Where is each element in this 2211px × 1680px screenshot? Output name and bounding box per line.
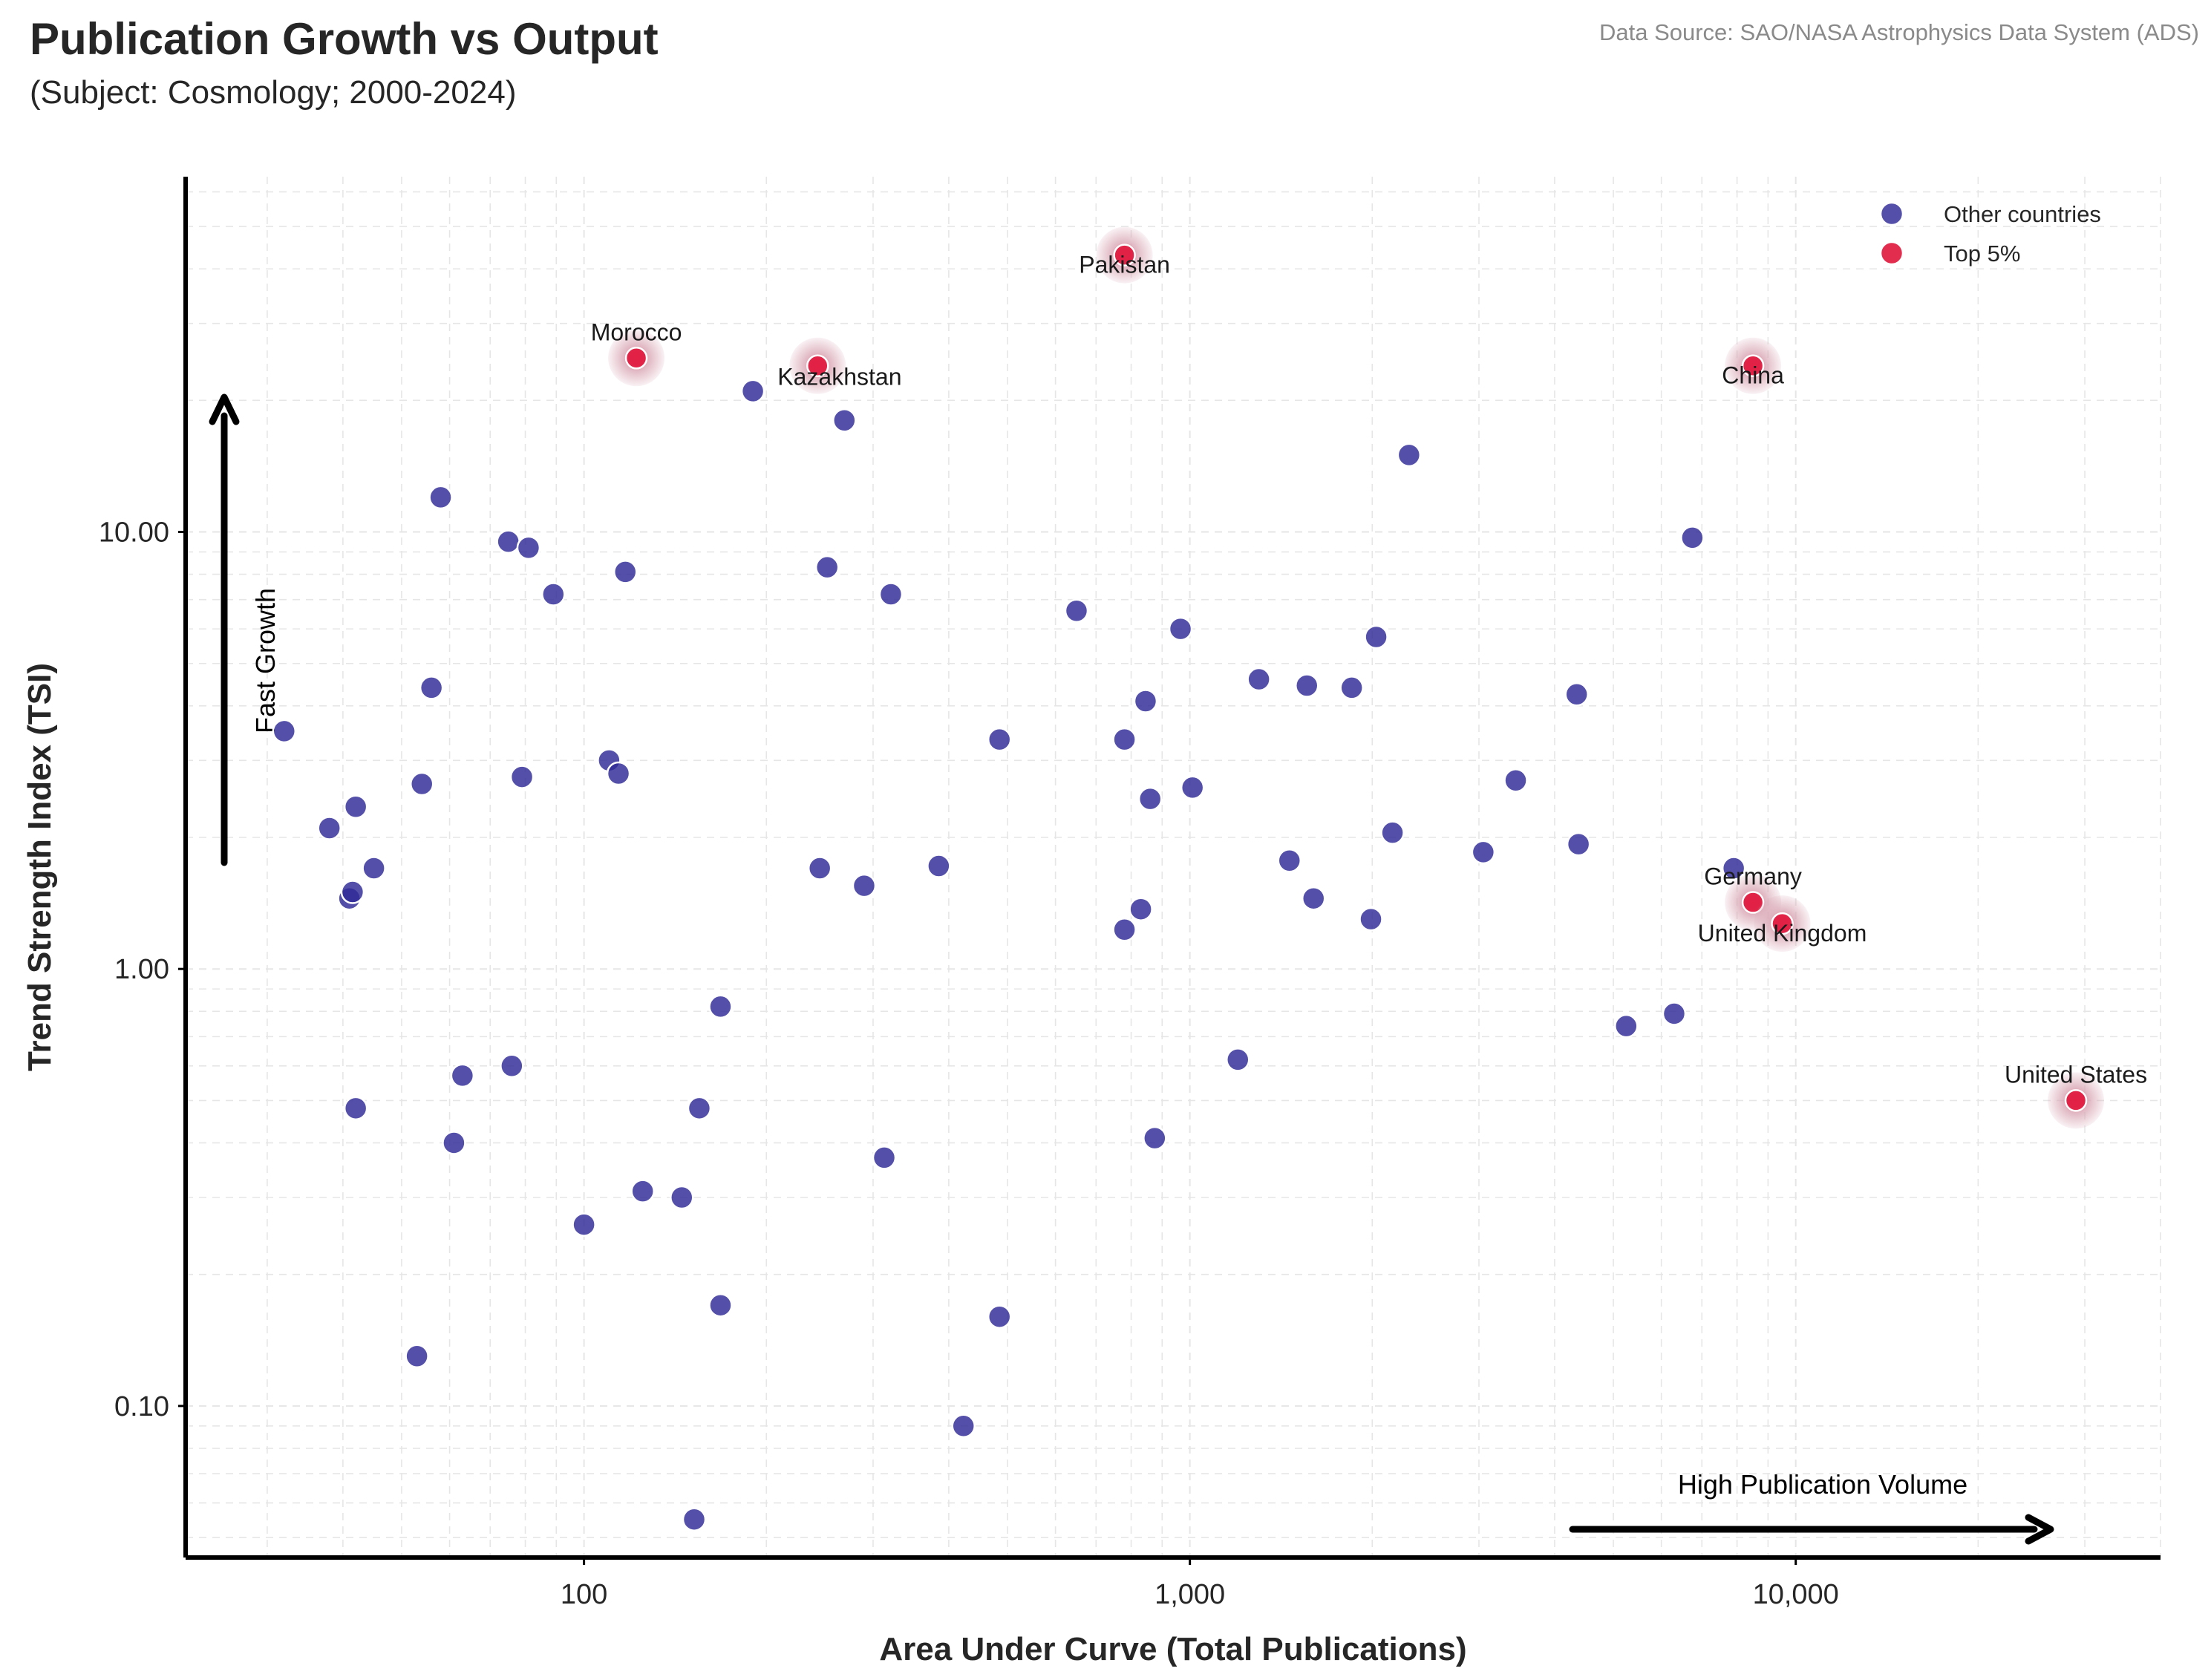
point-label: Pakistan	[1079, 252, 1170, 278]
point-label: Germany	[1704, 863, 1802, 890]
x-tick-label: 100	[561, 1579, 607, 1610]
data-point-other	[362, 856, 386, 880]
data-point-other	[340, 880, 365, 904]
data-point-other	[606, 761, 631, 786]
data-point-other	[1137, 786, 1163, 811]
data-point-other	[343, 1096, 368, 1121]
data-point-other	[1277, 848, 1302, 873]
x-axis-label: Area Under Curve (Total Publications)	[879, 1631, 1466, 1667]
high-volume-arrowhead	[2025, 1514, 2054, 1545]
data-point-other	[1566, 831, 1591, 857]
data-point-other	[500, 1053, 524, 1079]
data-point-other	[1471, 840, 1496, 865]
data-point-other	[1662, 1001, 1687, 1026]
data-point-other	[1301, 886, 1326, 911]
data-point-other	[1129, 897, 1153, 921]
data-point-top	[624, 347, 648, 370]
legend-label-other: Other countries	[1944, 201, 2101, 227]
data-point-other	[1680, 526, 1705, 550]
data-point-other	[1721, 856, 1746, 880]
data-point-other	[1064, 598, 1089, 624]
data-point-other	[509, 765, 535, 789]
data-point-other	[1564, 682, 1589, 707]
fast-growth-arrowhead	[209, 393, 240, 425]
data-point-other	[1380, 820, 1405, 845]
data-point-other	[1112, 918, 1137, 942]
point-label: Kazakhstan	[777, 364, 901, 390]
data-point-other	[1397, 442, 1422, 468]
data-point-other	[405, 1344, 429, 1369]
y-tick-label: 0.10	[114, 1391, 169, 1422]
data-point-other	[272, 719, 297, 744]
data-point-other	[708, 994, 733, 1019]
data-point-other	[1143, 1125, 1167, 1151]
y-tick-label: 1.00	[114, 954, 169, 985]
data-point-top	[1741, 891, 1765, 914]
data-point-other	[670, 1185, 694, 1210]
data-point-other	[572, 1212, 596, 1237]
data-point-other	[682, 1507, 707, 1532]
data-point-other	[1359, 906, 1383, 932]
data-point-other	[740, 379, 765, 404]
point-label: Morocco	[591, 318, 682, 345]
data-point-top	[1741, 354, 1765, 377]
y-axis-label: Trend Strength Index (TSI)	[22, 663, 58, 1071]
data-point-other	[1295, 673, 1319, 698]
data-point-top	[806, 354, 829, 377]
chart-title: Publication Growth vs Output	[30, 14, 659, 64]
data-point-other	[516, 535, 541, 560]
data-point-other	[419, 676, 444, 700]
data-point-other	[1364, 624, 1388, 650]
fast-growth-label: Fast Growth	[250, 588, 281, 733]
data-point-other	[1226, 1047, 1250, 1072]
data-point-other	[878, 582, 904, 607]
data-point-other	[872, 1145, 897, 1170]
data-point-other	[1503, 768, 1528, 793]
data-point-other	[687, 1096, 712, 1121]
data-point-other	[1133, 689, 1158, 713]
legend-label-top: Top 5%	[1944, 241, 2020, 267]
data-point-other	[317, 816, 342, 840]
data-point-other	[1180, 775, 1205, 800]
point-label: United Kingdom	[1698, 920, 1867, 947]
data-point-top	[1113, 243, 1136, 267]
legend-marker-other	[1879, 201, 1904, 226]
data-point-other	[1168, 616, 1193, 641]
data-point-other	[832, 408, 857, 433]
data-point-other	[409, 771, 434, 797]
data-point-other	[987, 727, 1012, 752]
data-point-other	[442, 1131, 466, 1155]
data-point-other	[541, 582, 566, 607]
data-point-other	[807, 856, 832, 880]
data-point-other	[613, 560, 638, 584]
point-label: China	[1722, 362, 1784, 389]
data-point-other	[708, 1292, 733, 1318]
data-point-other	[428, 485, 453, 510]
data-point-other	[814, 555, 840, 580]
data-point-other	[496, 529, 520, 554]
data-point-other	[1247, 667, 1271, 692]
point-label: United States	[2005, 1061, 2147, 1088]
chart-subtitle: (Subject: Cosmology; 2000-2024)	[30, 74, 517, 111]
high-volume-label: High Publication Volume	[1678, 1469, 1967, 1500]
data-point-other	[1112, 727, 1137, 752]
data-point-other	[987, 1304, 1012, 1329]
data-point-top	[1771, 912, 1794, 935]
x-tick-label: 10,000	[1753, 1579, 1839, 1610]
legend-marker-top	[1879, 241, 1904, 266]
x-tick-label: 1,000	[1155, 1579, 1225, 1610]
data-point-other	[1339, 676, 1364, 700]
data-point-other	[450, 1063, 475, 1088]
data-point-other	[630, 1179, 655, 1203]
data-point-other	[1614, 1013, 1639, 1039]
data-point-other	[927, 854, 951, 878]
data-source-note: Data Source: SAO/NASA Astrophysics Data …	[1598, 19, 2199, 45]
y-tick-label: 10.00	[99, 517, 169, 549]
data-point-other	[852, 873, 877, 898]
data-point-other	[951, 1413, 976, 1439]
data-point-top	[2064, 1089, 2088, 1112]
data-point-other	[343, 794, 368, 820]
